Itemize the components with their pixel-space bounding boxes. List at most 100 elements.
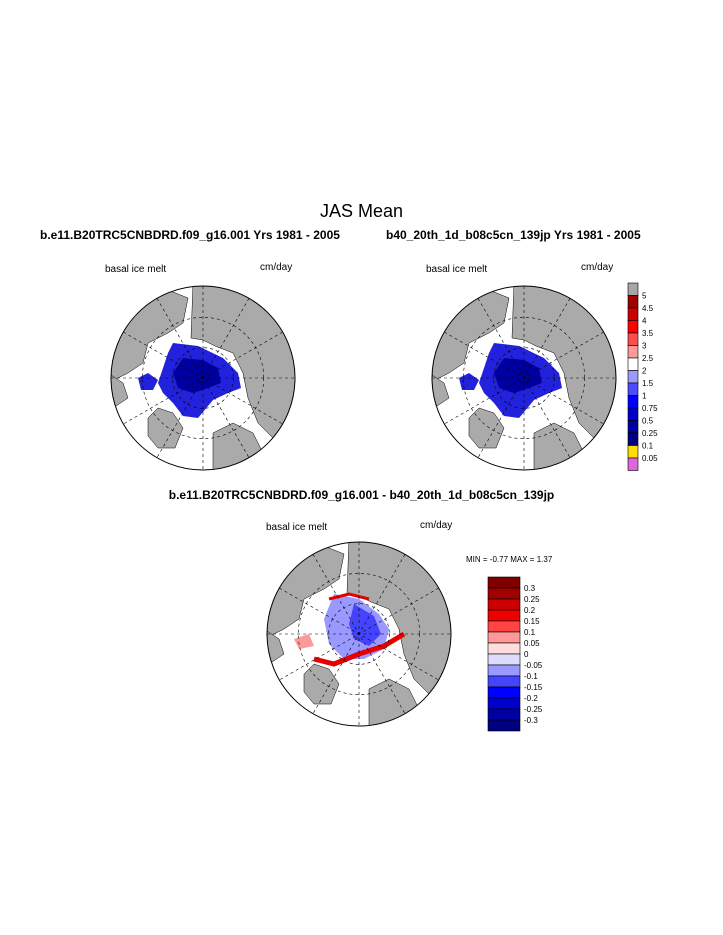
land-hudson-labrador bbox=[432, 372, 450, 409]
main-colorbar-box bbox=[627, 407, 639, 421]
diff-colorbar-box bbox=[487, 708, 521, 721]
graticule bbox=[432, 286, 616, 470]
meridian-line bbox=[477, 298, 571, 458]
diff-colorbar-tick-label: 0.1 bbox=[524, 628, 536, 637]
land-eurasia bbox=[511, 286, 616, 439]
main-colorbar-tick-label: 0.5 bbox=[642, 417, 654, 426]
main-colorbar-box bbox=[627, 420, 639, 434]
diff-units-label: cm/day bbox=[420, 520, 453, 531]
sea-ice-melt-field bbox=[158, 343, 241, 418]
ocean-disk bbox=[111, 286, 295, 470]
meridian-line bbox=[279, 587, 439, 681]
land-greenland bbox=[303, 663, 340, 705]
meridian-line bbox=[123, 331, 283, 425]
meridian-line bbox=[444, 331, 604, 425]
latitude-circle bbox=[328, 603, 390, 665]
diff-colorbar-box bbox=[487, 598, 521, 611]
main-colorbar-box bbox=[627, 370, 639, 384]
meridian-line bbox=[156, 298, 250, 458]
sea-ice-melt-field bbox=[479, 343, 562, 418]
ocean-disk bbox=[432, 286, 616, 470]
land-scandinavia bbox=[368, 678, 420, 726]
main-colorbar: 5 4.5 4 3.5 3 2.5 2 1.5 1 0.75 0.5 0.25 0.1 0.05 bbox=[627, 282, 658, 471]
diff-colorbar-box bbox=[487, 719, 521, 732]
diff-colorbar-box bbox=[487, 576, 521, 589]
main-colorbar-tick-label: 4 bbox=[642, 317, 647, 326]
polar-map-0 bbox=[110, 285, 296, 471]
meridian-line bbox=[123, 331, 283, 425]
diff-colorbar-tick-label: -0.2 bbox=[524, 694, 538, 703]
right-variable-label: basal ice melt bbox=[426, 264, 488, 275]
diff-colorbar-tick-label: 0.05 bbox=[524, 639, 540, 648]
map-border bbox=[110, 285, 296, 471]
meridian-line bbox=[156, 298, 250, 458]
main-colorbar-tick-label: 2.5 bbox=[642, 354, 654, 363]
main-colorbar-box bbox=[627, 320, 639, 334]
land-greenland bbox=[468, 407, 505, 449]
diff-colorbar-box bbox=[487, 697, 521, 710]
main-colorbar-box bbox=[627, 345, 639, 359]
latitude-circle bbox=[462, 316, 586, 440]
main-colorbar-box bbox=[627, 295, 639, 309]
main-colorbar-tick-label: 2 bbox=[642, 367, 647, 376]
polar-map-1 bbox=[431, 285, 617, 471]
main-colorbar-box bbox=[627, 432, 639, 446]
main-colorbar-tick-label: 1.5 bbox=[642, 379, 654, 388]
land-hudson-labrador bbox=[111, 372, 129, 409]
diff-colorbar-box bbox=[487, 631, 521, 644]
left-variable-label: basal ice melt bbox=[105, 264, 167, 275]
diff-colorbar-box bbox=[487, 609, 521, 622]
land-greenland bbox=[147, 407, 184, 449]
meridian-line bbox=[444, 331, 604, 425]
right-case-title: b40_20th_1d_b08c5cn_139jp Yrs 1981 - 200… bbox=[386, 228, 641, 242]
left-units-label: cm/day bbox=[260, 262, 293, 273]
hudson-bay-ice bbox=[138, 373, 158, 390]
hudson-bay-diff bbox=[294, 634, 314, 649]
diff-colorbar-tick-label: -0.05 bbox=[524, 661, 543, 670]
diff-colorbar-box bbox=[487, 686, 521, 699]
diff-positive-edge bbox=[328, 592, 370, 601]
main-colorbar-tick-label: 1 bbox=[642, 392, 647, 401]
ocean-disk bbox=[267, 542, 451, 726]
meridian-line bbox=[279, 587, 439, 681]
main-colorbar-box bbox=[627, 357, 639, 371]
land-eurasia bbox=[190, 286, 295, 439]
diff-colorbar-box bbox=[487, 642, 521, 655]
main-colorbar-box bbox=[627, 457, 639, 471]
difference-colorbar: 0.3 0.25 0.2 0.15 0.1 0.05 0 -0.05 -0.1 -0.15 -0.2… bbox=[487, 576, 543, 732]
diff-colorbar-box bbox=[487, 620, 521, 633]
diff-colorbar-box bbox=[487, 587, 521, 600]
figure-title: JAS Mean bbox=[319, 201, 404, 221]
main-colorbar-box bbox=[627, 382, 639, 396]
meridian-line bbox=[477, 298, 571, 458]
land-hudson-labrador bbox=[267, 628, 285, 665]
main-colorbar-tick-label: 0.1 bbox=[642, 442, 654, 451]
right-units-label: cm/day bbox=[581, 262, 614, 273]
diff-positive-band bbox=[313, 631, 406, 667]
sea-ice-core bbox=[494, 358, 542, 393]
main-colorbar-box bbox=[627, 307, 639, 321]
main-colorbar-box bbox=[627, 445, 639, 459]
land-scandinavia bbox=[212, 422, 264, 470]
diff-colorbar-tick-label: 0 bbox=[524, 650, 529, 659]
diff-colorbar-box bbox=[487, 675, 521, 688]
graticule bbox=[267, 542, 451, 726]
latitude-circle bbox=[297, 572, 421, 696]
land-north-america bbox=[267, 543, 345, 640]
map-border bbox=[266, 541, 452, 727]
diff-colorbar-tick-label: 0.25 bbox=[524, 595, 540, 604]
diff-colorbar-tick-label: -0.25 bbox=[524, 705, 543, 714]
difference-title: b.e11.B20TRC5CNBDRD.f09_g16.001 - b40_20… bbox=[168, 488, 555, 502]
diff-colorbar-tick-label: -0.1 bbox=[524, 672, 538, 681]
diff-colorbar-tick-label: 0.15 bbox=[524, 617, 540, 626]
hudson-bay-ice bbox=[459, 373, 479, 390]
latitude-circle bbox=[172, 347, 234, 409]
diff-negative-field bbox=[324, 594, 389, 659]
diff-colorbar-tick-label: -0.15 bbox=[524, 683, 543, 692]
land-north-america bbox=[111, 287, 189, 384]
sea-ice-core bbox=[173, 358, 221, 393]
main-colorbar-tick-label: 3.5 bbox=[642, 329, 654, 338]
graticule bbox=[111, 286, 295, 470]
left-case-title: b.e11.B20TRC5CNBDRD.f09_g16.001 Yrs 1981… bbox=[40, 228, 340, 242]
